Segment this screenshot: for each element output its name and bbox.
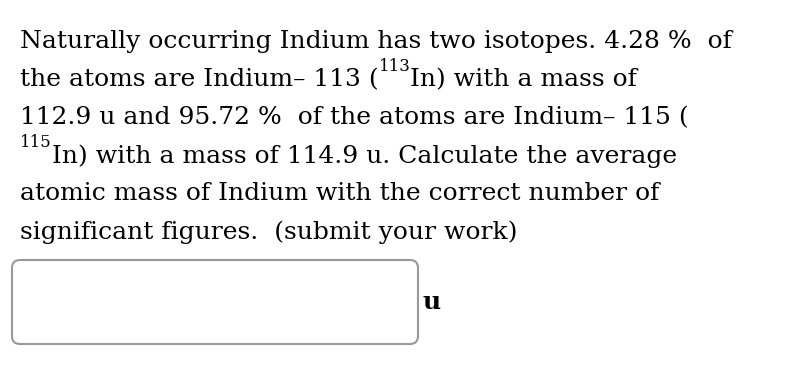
Text: Naturally occurring Indium has two isotopes. 4.28 %  of: Naturally occurring Indium has two isoto… — [20, 30, 732, 53]
Text: significant figures.  (submit your work): significant figures. (submit your work) — [20, 220, 518, 243]
FancyBboxPatch shape — [12, 260, 418, 344]
Text: 113: 113 — [378, 58, 410, 75]
Text: In) with a mass of 114.9 u. Calculate the average: In) with a mass of 114.9 u. Calculate th… — [52, 144, 677, 167]
Text: atomic mass of Indium with the correct number of: atomic mass of Indium with the correct n… — [20, 182, 659, 205]
Text: the atoms are Indium– 113 (: the atoms are Indium– 113 ( — [20, 68, 378, 91]
Text: 115: 115 — [20, 134, 52, 151]
Text: u: u — [422, 290, 440, 314]
Text: In) with a mass of: In) with a mass of — [410, 68, 638, 91]
Text: 112.9 u and 95.72 %  of the atoms are Indium– 115 (: 112.9 u and 95.72 % of the atoms are Ind… — [20, 106, 689, 129]
